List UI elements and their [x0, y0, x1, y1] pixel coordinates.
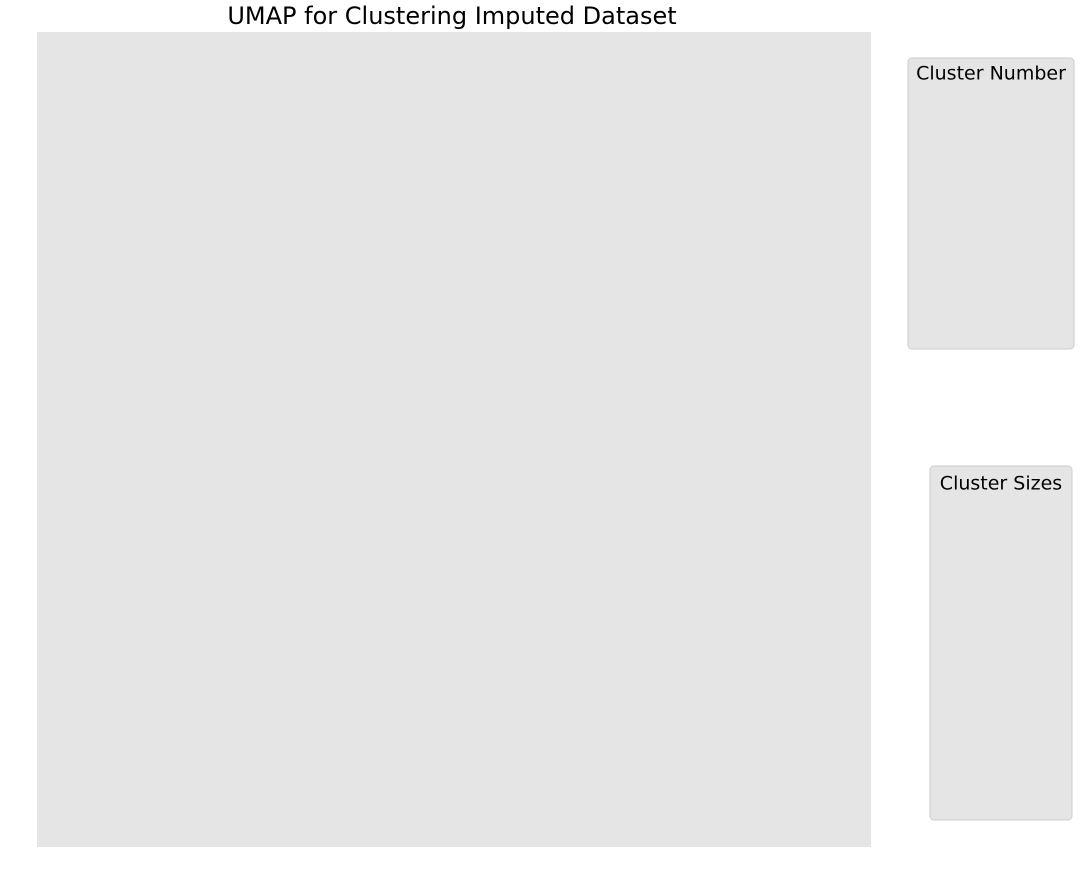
size-legend-box — [929, 465, 1073, 821]
legend-box — [907, 57, 1075, 350]
plot-area — [37, 32, 871, 847]
legend-title: Cluster Number — [916, 63, 1066, 85]
chart-title: UMAP for Clustering Imputed Dataset — [227, 2, 676, 30]
size-legend-title: Cluster Sizes — [940, 473, 1062, 495]
